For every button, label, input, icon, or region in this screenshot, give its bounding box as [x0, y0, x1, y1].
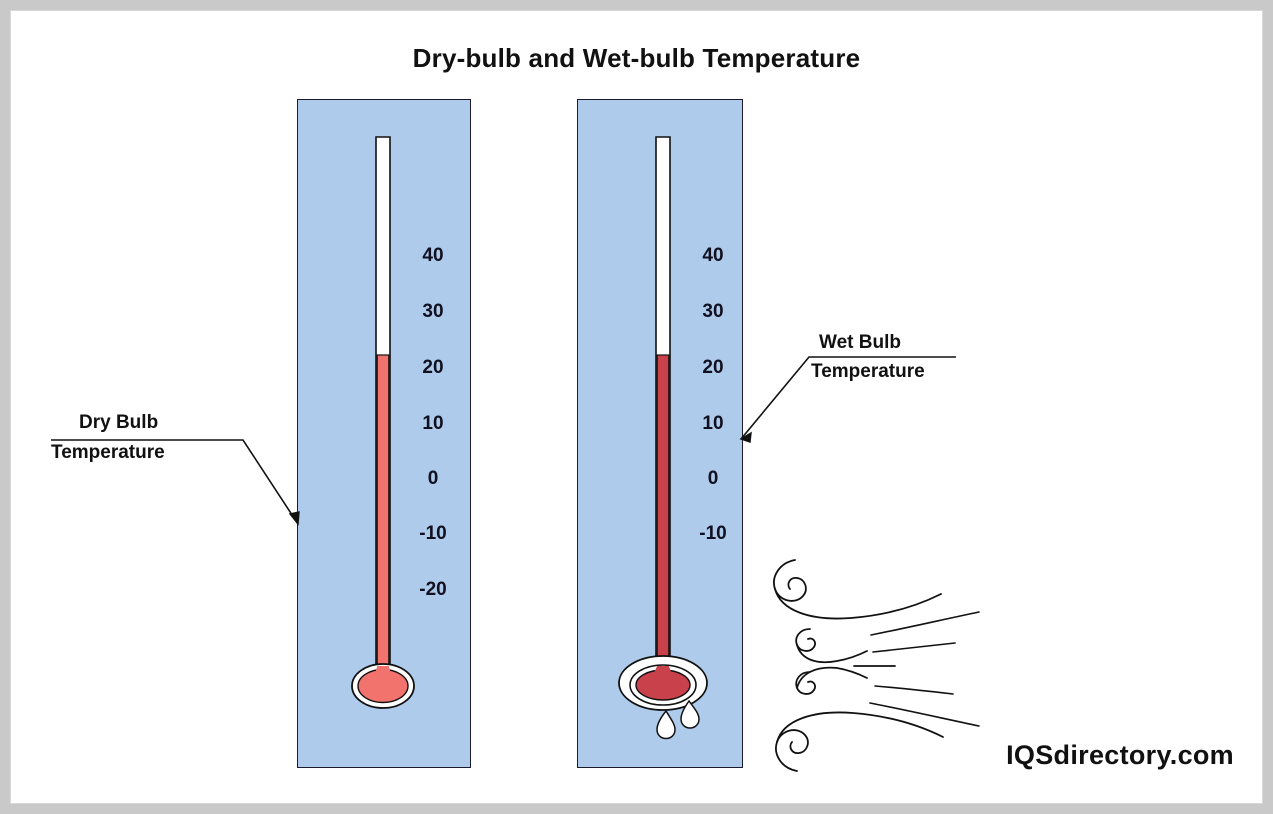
dry-bulb-scale-20: 20	[422, 357, 444, 378]
dry-bulb-scale-0: 0	[427, 468, 439, 489]
dry-bulb-callout-line1: Dry Bulb	[79, 412, 159, 433]
wet-bulb-scale-10: 10	[702, 413, 724, 434]
dry-bulb-callout-line2: Temperature	[51, 442, 165, 463]
page-title: Dry-bulb and Wet-bulb Temperature	[412, 43, 861, 73]
dry-bulb-scale-10: 10	[422, 413, 444, 434]
wet-bulb-scale-20: 20	[702, 357, 724, 378]
wet-bulb-scale-40: 40	[702, 245, 724, 266]
wet-bulb-callout-line1: Wet Bulb	[819, 332, 901, 353]
dry-bulb-scale-40: 40	[422, 245, 444, 266]
wet-bulb-scale-0: 0	[707, 468, 719, 489]
wet-bulb-callout-line2: Temperature	[811, 361, 925, 382]
wet-bulb-scale-30: 30	[702, 301, 724, 322]
dry-bulb-scale-neg20: -20	[419, 579, 447, 600]
dry-bulb-scale-neg10: -10	[419, 523, 447, 544]
wind-swirl-decoration	[773, 559, 980, 772]
dry-bulb-scale-30: 30	[422, 301, 444, 322]
diagram-canvas: Dry-bulb and Wet-bulb Temperature	[10, 10, 1263, 804]
wet-bulb-scale-neg10: -10	[699, 523, 727, 544]
watermark: IQSdirectory.com	[1006, 740, 1234, 770]
